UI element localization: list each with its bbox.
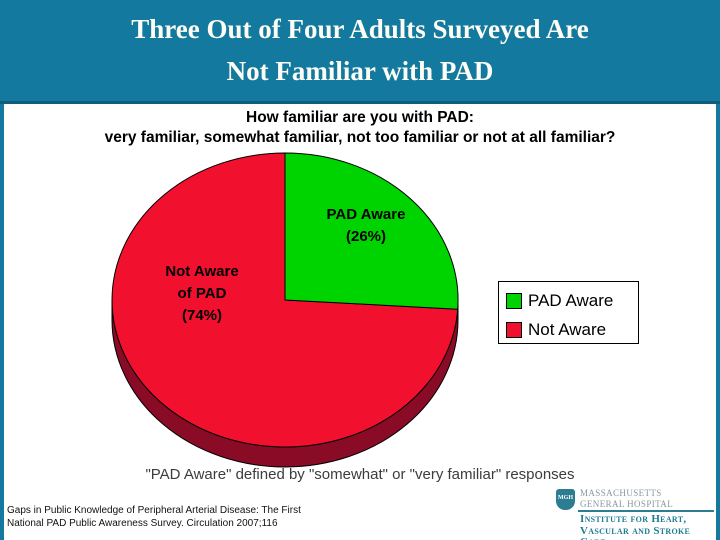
citation: Gaps in Public Knowledge of Peripheral A… (7, 504, 301, 530)
logo-divider (578, 510, 714, 512)
slide-header: Three Out of Four Adults Surveyed Are No… (0, 0, 720, 104)
hospital-name: MASSACHUSETTS GENERAL HOSPITAL (580, 488, 674, 509)
legend-label: Not Aware (528, 320, 607, 339)
left-edge-strip (0, 0, 4, 540)
pad-aware-swatch-icon (506, 293, 522, 309)
citation-line1: Gaps in Public Knowledge of Peripheral A… (7, 505, 301, 516)
not-aware-swatch-icon (506, 322, 522, 338)
chart-subtitle: How familiar are you with PAD: very fami… (10, 108, 710, 148)
chart-footnote: "PAD Aware" defined by "somewhat" or "ve… (145, 466, 575, 483)
pie-label-pad-aware: PAD Aware (26%) (326, 206, 406, 245)
pie-label-not-aware: Not Aware of PAD (74%) (165, 263, 239, 324)
legend-item-not-aware: Not Aware (506, 317, 638, 343)
chart-subtitle-line1: How familiar are you with PAD: (246, 109, 474, 126)
chart-legend: PAD Aware Not Aware (498, 281, 639, 344)
citation-line2: National PAD Public Awareness Survey. Ci… (7, 518, 278, 529)
legend-label: PAD Aware (528, 291, 614, 310)
institute-name: Institute for Heart, Vascular and Stroke… (580, 513, 691, 540)
slide-title-line2: Not Familiar with PAD (226, 56, 494, 86)
mgh-shield-icon: MGH (556, 489, 575, 510)
chart-subtitle-line2: very familiar, somewhat familiar, not to… (104, 129, 616, 146)
legend-item-pad-aware: PAD Aware (506, 288, 638, 314)
right-edge-strip (716, 0, 720, 540)
slide-title-line1: Three Out of Four Adults Surveyed Are (131, 14, 589, 44)
